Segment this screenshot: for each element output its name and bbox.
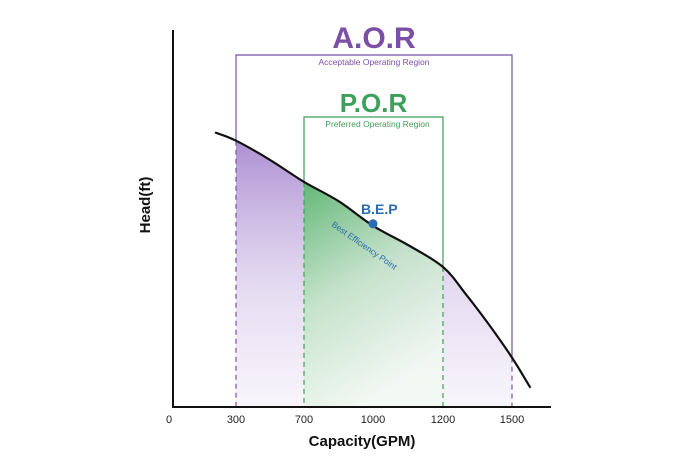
por-region-box [303,116,444,407]
x-tick-label: 1200 [431,414,455,426]
x-tick-label: 300 [227,414,245,426]
pump-curve-line [214,131,532,389]
x-axis-label: Capacity(GPM) [309,433,416,450]
x-tick-labels: 0 300 700 1000 1200 1500 [166,414,524,426]
bep-label: B.E.P [361,201,398,217]
aor-region-box [235,54,513,407]
aor-title: A.O.R [332,22,416,55]
x-tick-label: 700 [295,414,313,426]
bep-point [368,219,378,229]
por-description: Preferred Operating Region [325,119,430,129]
region-box-outline [303,116,444,267]
aor-description: Acceptable Operating Region [318,57,429,67]
por-region-fill [304,181,443,407]
y-axis-label: Head(ft) [137,177,154,234]
x-tick-label: 1000 [361,414,385,426]
por-title: P.O.R [340,88,408,118]
x-tick-label: 0 [166,414,172,426]
region-box-outline [235,54,513,358]
x-tick-label: 1500 [500,414,524,426]
